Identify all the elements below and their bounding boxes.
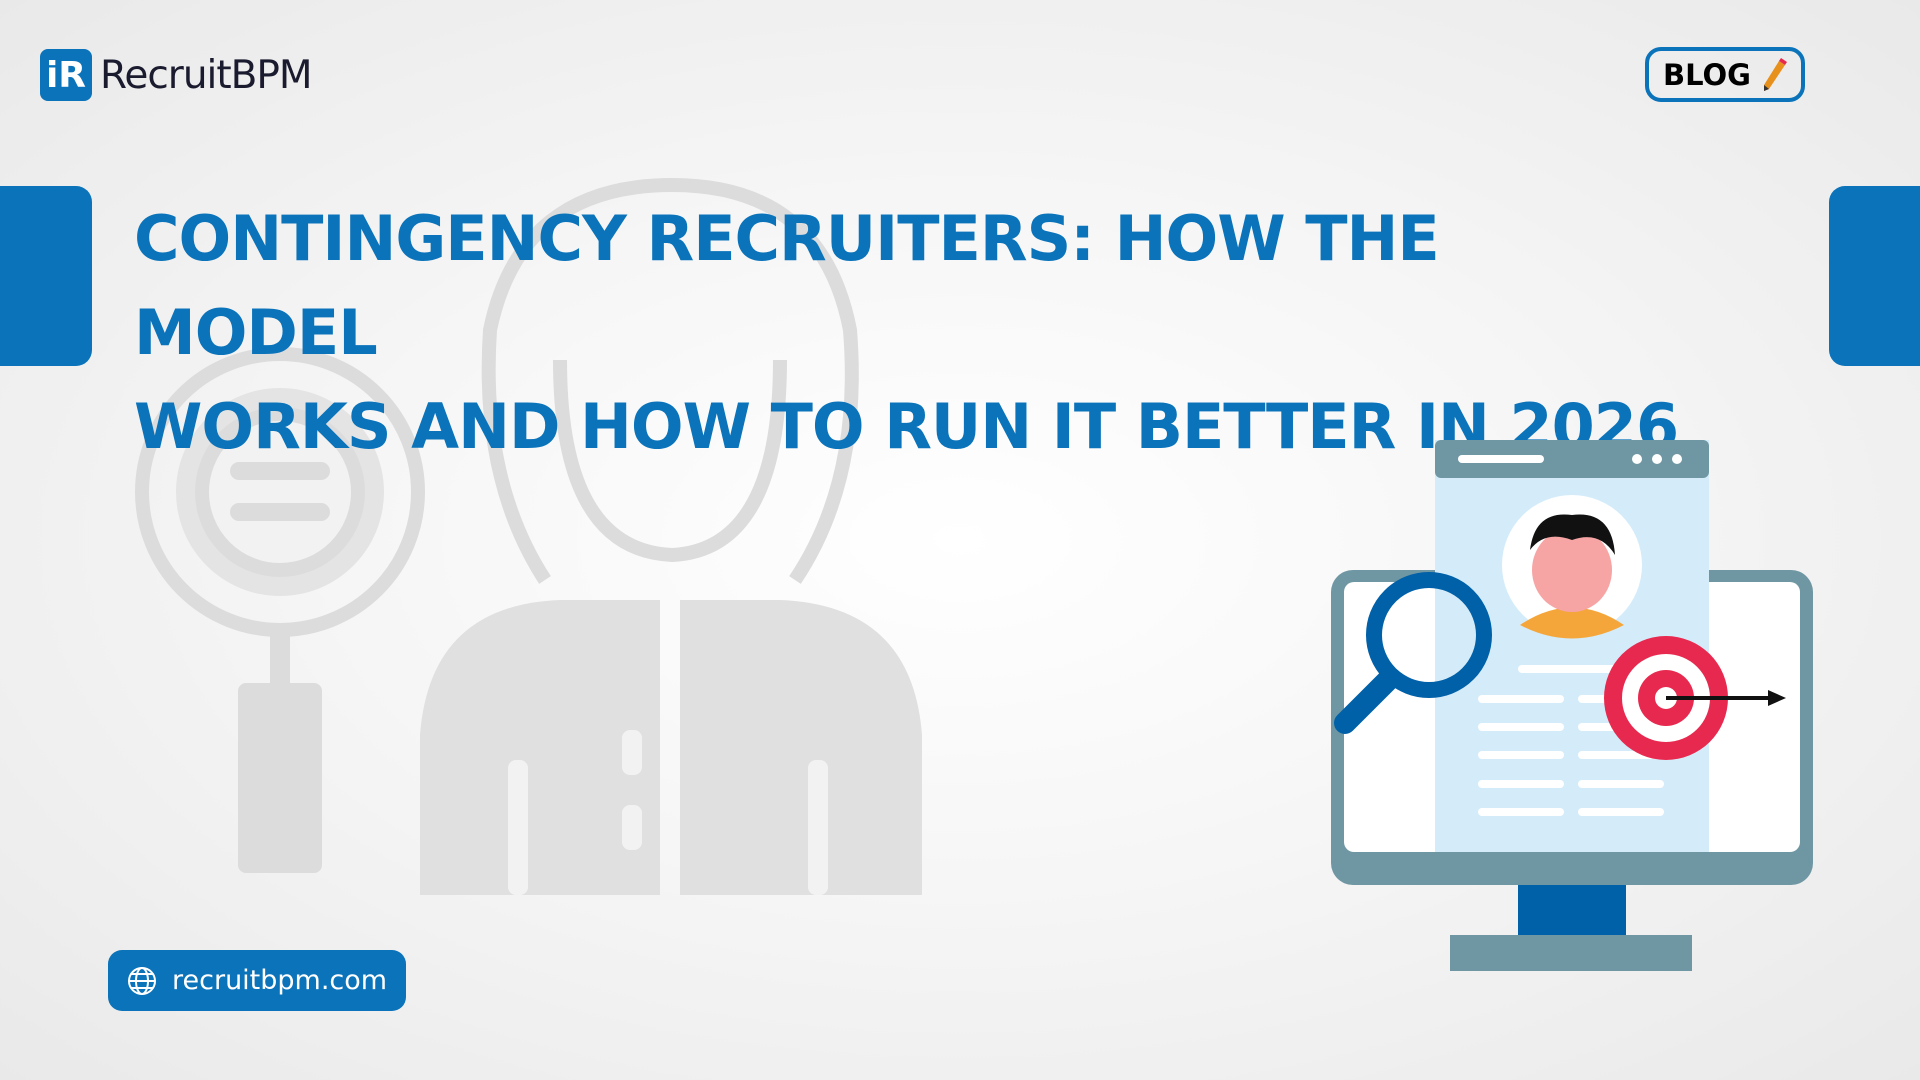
logo[interactable]: iR RecruitBPM	[40, 49, 313, 101]
globe-icon	[128, 966, 156, 995]
blog-label: BLOG	[1662, 57, 1751, 92]
website-link[interactable]: recruitbpm.com	[108, 950, 406, 1011]
monitor-candidate-illustration	[1331, 440, 1813, 971]
title-line-2: Works and How to Run It Better in 2026	[134, 390, 1679, 463]
pencil-icon	[1764, 57, 1787, 91]
left-accent-tab	[0, 186, 92, 366]
page-title: Contingency Recruiters: How the Model Wo…	[134, 192, 1694, 474]
brand-name: RecruitBPM	[100, 52, 313, 98]
right-accent-tab	[1829, 186, 1920, 366]
logo-mark: iR	[40, 49, 92, 101]
website-url: recruitbpm.com	[172, 965, 388, 996]
title-line-1: Contingency Recruiters: How the Model	[134, 202, 1440, 369]
blog-button[interactable]: BLOG	[1645, 47, 1805, 102]
